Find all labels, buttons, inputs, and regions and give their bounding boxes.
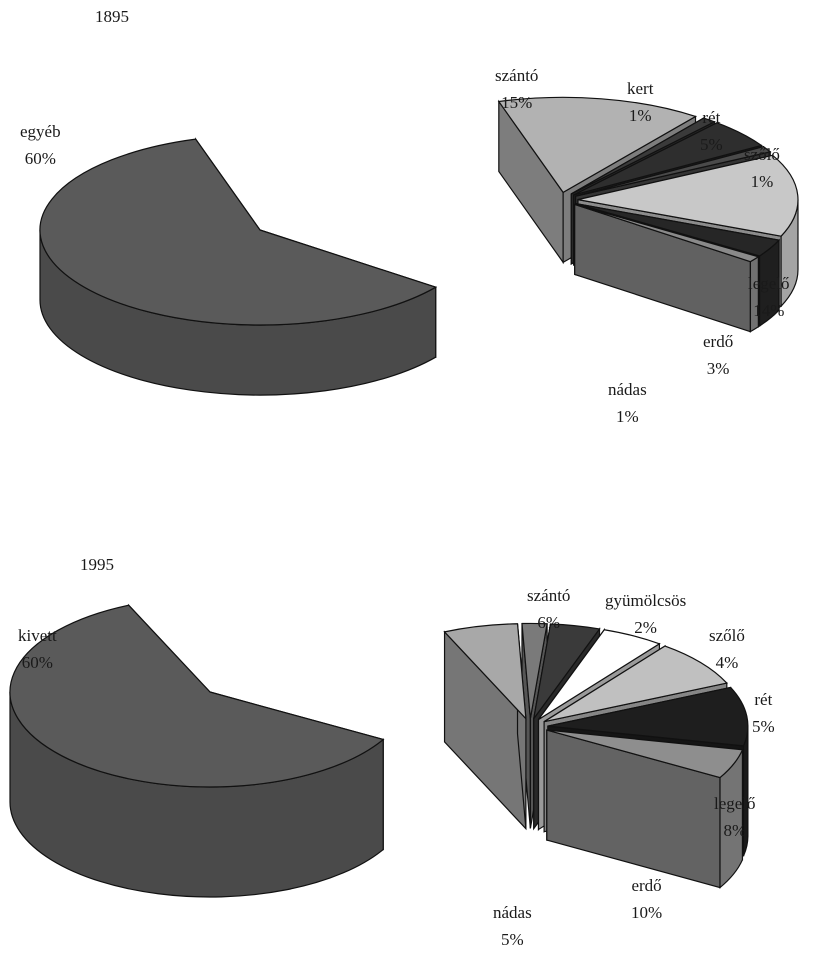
slice-percent: 2% [634, 618, 657, 637]
slice-name: nádas [493, 903, 532, 922]
slice-label-erdo: erdő 3% [703, 328, 733, 382]
slice-label-ret: rét 5% [700, 104, 723, 158]
slice-percent: 60% [24, 149, 56, 168]
pie-slice-nadas [574, 203, 760, 333]
slice-top-face [538, 629, 661, 720]
slice-label-kivett: kivett 60% [18, 622, 57, 676]
slice-top-face [575, 203, 781, 257]
slice-name: erdő [631, 876, 662, 895]
slice-name: nádas [608, 380, 647, 399]
slice-percent: 10% [631, 903, 663, 922]
chart-title: 1895 [95, 7, 129, 26]
slice-label-szanto: szántó 6% [527, 582, 570, 636]
slice-name: szántó [495, 66, 539, 85]
slice-percent: 1% [750, 172, 774, 191]
slice-percent: 1% [628, 106, 652, 125]
pie-slice-szanto [443, 623, 527, 831]
slice-label-egyeb: egyéb 60% [20, 118, 61, 172]
slice-top-face [443, 623, 527, 721]
slice-name: erdő [703, 332, 734, 351]
slice-label-ret: rét 5% [752, 686, 775, 740]
pie-slice-kivett [9, 603, 385, 898]
slice-name: egyéb [20, 122, 61, 141]
slice-percent: 3% [706, 359, 730, 378]
pie-chart-1995: 1995 kivett 60% szántó 6% gyümölcsös 2% … [0, 477, 814, 949]
slice-percent: 15% [501, 93, 533, 112]
slice-label-gyumolcsos: gyümölcsös 2% [605, 587, 686, 641]
slice-percent: 8% [723, 821, 747, 840]
slice-name: gyümölcsös [605, 591, 687, 610]
slice-percent: 1% [616, 407, 639, 426]
slice-top-face [9, 604, 385, 788]
slice-name: kivett [18, 626, 57, 645]
slice-name: szőlő [744, 145, 780, 164]
slice-label-legelo: legelő 14% [748, 270, 790, 324]
pie-chart-1895-plot [39, 96, 799, 396]
slice-percent: 5% [752, 717, 775, 736]
slice-top-face [570, 117, 716, 195]
slice-top-face [575, 146, 772, 197]
slice-top-face [577, 154, 799, 237]
slice-label-nadas: nádas 1% [608, 376, 647, 430]
slice-percent: 4% [715, 653, 739, 672]
slice-label-nadas: nádas 5% [493, 899, 532, 953]
slice-name: kert [627, 79, 654, 98]
pie-chart-1895: 1895 egyéb 60% szántó 15% kert 1% rét 5%… [0, 0, 814, 470]
slice-top-face [543, 645, 728, 723]
slice-percent: 5% [501, 930, 524, 949]
slice-label-szanto: szántó 15% [495, 62, 538, 116]
slice-top-face [497, 96, 697, 194]
pie-slice-nadas [546, 729, 744, 889]
pie-chart-1995-plot [9, 603, 749, 898]
slice-top-face [39, 138, 438, 326]
slice-top-face [521, 622, 548, 719]
slice-top-face [574, 203, 760, 263]
slice-name: rét [754, 690, 773, 709]
pie-slice-egyeb [39, 137, 438, 396]
slice-top-face [546, 729, 744, 779]
slice-label-szolo: szőlő 4% [709, 622, 745, 676]
slice-percent: 14% [753, 301, 785, 320]
chart-title: 1995 [80, 555, 114, 574]
slice-name: rét [702, 108, 721, 127]
slice-percent: 60% [21, 653, 53, 672]
slice-top-face [573, 122, 763, 196]
slice-label-legelo: legelő 8% [714, 790, 756, 844]
slice-label-erdo: erdő 10% [631, 872, 662, 926]
slice-name: legelő [748, 274, 790, 293]
slice-label-szolo: szőlő 1% [744, 141, 780, 195]
slice-name: szántó [527, 586, 571, 605]
slice-percent: 5% [700, 135, 723, 154]
slice-percent: 6% [537, 613, 561, 632]
slice-name: szőlő [709, 626, 745, 645]
slice-top-face [533, 623, 601, 719]
slice-name: legelő [714, 794, 756, 813]
slice-label-kert: kert 1% [627, 75, 653, 129]
slice-top-face [547, 686, 749, 747]
